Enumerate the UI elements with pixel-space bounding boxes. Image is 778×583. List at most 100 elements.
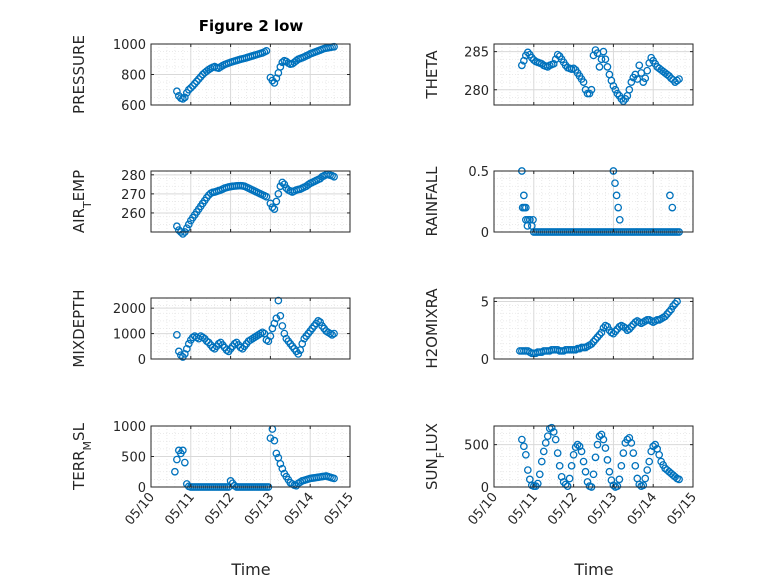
data-point	[330, 172, 338, 181]
data-point	[635, 480, 644, 489]
y-tick-label: 280	[121, 169, 146, 184]
data-point	[555, 461, 564, 470]
data-point	[553, 449, 562, 457]
data-point	[587, 340, 596, 348]
data-point	[180, 458, 189, 467]
y-tick-label: 500	[121, 451, 146, 466]
y-tick-label: 0	[481, 226, 489, 241]
x-axis-label-right: Time	[573, 560, 613, 579]
data-point	[589, 337, 598, 346]
data-point	[611, 179, 619, 188]
data-point	[591, 335, 600, 344]
data-point	[661, 312, 669, 321]
data-point	[579, 457, 588, 466]
data-point	[547, 423, 556, 432]
axes-box	[150, 297, 351, 360]
figure-title: Figure 2 low	[199, 17, 304, 35]
data-point	[583, 478, 592, 486]
data-point	[569, 450, 578, 459]
data-point	[641, 74, 650, 83]
data-point	[671, 299, 679, 308]
data-point	[567, 461, 576, 470]
data-point	[278, 464, 287, 473]
data-point	[178, 446, 187, 455]
data-point	[655, 450, 664, 459]
y-tick-label: 2000	[113, 302, 146, 317]
data-point	[274, 190, 283, 198]
data-point	[601, 444, 610, 452]
data-point	[518, 435, 526, 444]
data-point	[563, 482, 572, 491]
data-point	[280, 180, 289, 189]
data-point	[525, 215, 534, 224]
data-point	[611, 85, 620, 94]
data-point	[665, 72, 673, 80]
subplot-4: 0 0.5 RAINFALL	[423, 165, 694, 241]
data-point	[581, 467, 590, 476]
data-point	[651, 440, 660, 449]
data-point	[615, 215, 624, 224]
data-point	[613, 89, 622, 98]
data-point	[665, 307, 673, 316]
data-point	[605, 467, 614, 476]
subplot-2: 280 285 THETA	[423, 43, 694, 106]
data-point	[643, 466, 652, 474]
data-point	[316, 318, 324, 326]
data-point	[625, 85, 634, 94]
y-axis-label-8: SUNFLUX	[423, 423, 447, 490]
data-point	[268, 203, 277, 212]
data-point	[666, 191, 674, 200]
data-point	[603, 63, 612, 71]
data-point	[535, 470, 544, 479]
y-axis-label-5: MIXDEPTH	[70, 289, 88, 367]
data-point	[639, 481, 648, 490]
data-point	[274, 296, 283, 305]
data-point	[272, 449, 281, 458]
data-point	[603, 456, 612, 464]
data-point	[627, 322, 636, 331]
data-point	[523, 466, 532, 474]
y-axis-label-1: PRESSURE	[70, 35, 88, 114]
data-point	[615, 475, 624, 484]
data-point	[675, 75, 683, 83]
data-point	[669, 302, 677, 310]
data-point	[520, 203, 529, 212]
y-axis-label-3: AIRTEMP	[70, 170, 94, 233]
data-point	[180, 93, 189, 102]
data-point	[543, 432, 552, 441]
data-point	[173, 455, 181, 464]
data-point	[190, 79, 199, 88]
data-point	[177, 351, 185, 360]
data-point	[599, 47, 608, 56]
data-point	[573, 440, 582, 449]
data-point	[330, 474, 338, 483]
data-point	[537, 59, 546, 68]
data-point	[268, 76, 277, 85]
data-point	[184, 220, 193, 229]
y-axis-label-2: THETA	[423, 50, 441, 100]
data-point	[612, 191, 621, 200]
data-point	[627, 439, 636, 447]
data-point	[292, 56, 301, 65]
data-point	[272, 197, 281, 206]
y-tick-label: 0	[138, 353, 146, 368]
y-tick-label: 1000	[113, 328, 146, 343]
data-point	[518, 61, 526, 70]
data-point	[330, 329, 338, 338]
data-point	[278, 322, 287, 330]
data-point	[519, 442, 528, 451]
y-tick-label: 270	[121, 188, 146, 203]
data-point	[609, 82, 618, 90]
data-point	[609, 481, 618, 490]
data-point	[184, 85, 193, 94]
data-point	[627, 78, 636, 86]
data-point	[294, 350, 303, 358]
y-axis-label-7: TERRMSL	[70, 422, 94, 491]
subplot-1: 600 800 1000 PRESSURE	[70, 35, 351, 114]
data-point	[541, 439, 550, 447]
data-point	[639, 78, 648, 86]
data-point	[527, 53, 536, 62]
data-point	[186, 84, 195, 92]
